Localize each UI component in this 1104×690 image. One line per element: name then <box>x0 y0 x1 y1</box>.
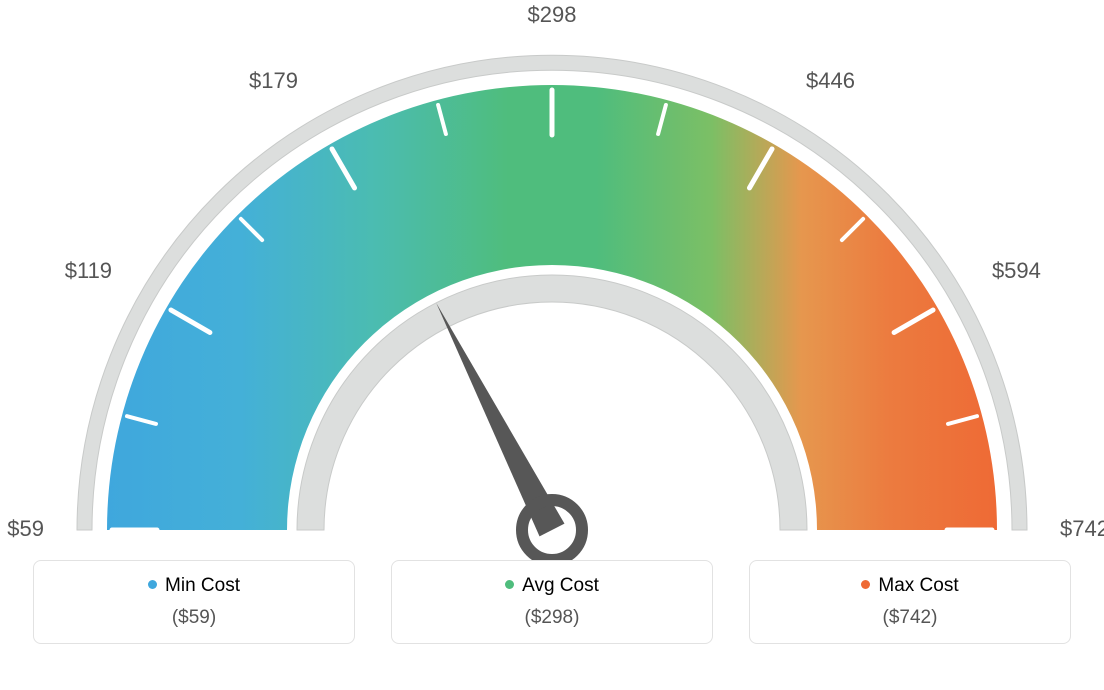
legend-card-max: Max Cost ($742) <box>749 560 1071 644</box>
legend-value-min: ($59) <box>34 607 354 629</box>
legend-label-min: Min Cost <box>165 575 240 596</box>
legend-label-max: Max Cost <box>878 575 958 596</box>
legend-dot-avg <box>505 580 514 589</box>
gauge-tick-label: $179 <box>249 68 298 93</box>
gauge-tick-label: $446 <box>806 68 855 93</box>
legend-title-min: Min Cost <box>34 575 354 597</box>
legend-value-avg: ($298) <box>392 607 712 629</box>
legend-card-avg: Avg Cost ($298) <box>391 560 713 644</box>
legend-dot-min <box>148 580 157 589</box>
legend-card-min: Min Cost ($59) <box>33 560 355 644</box>
gauge-color-arc <box>107 85 997 530</box>
gauge-svg: $59 $119 $179 $298 $446 $594 $742 <box>0 0 1104 560</box>
legend-label-avg: Avg Cost <box>522 575 599 596</box>
legend-title-max: Max Cost <box>750 575 1070 597</box>
gauge-tick-label: $59 <box>7 516 44 541</box>
gauge-tick-label: $119 <box>65 258 112 283</box>
legend-title-avg: Avg Cost <box>392 575 712 597</box>
legend-value-max: ($742) <box>750 607 1070 629</box>
gauge-chart: $59 $119 $179 $298 $446 $594 $742 <box>0 0 1104 560</box>
legend-row: Min Cost ($59) Avg Cost ($298) Max Cost … <box>0 560 1104 644</box>
gauge-tick-label: $298 <box>528 2 577 27</box>
gauge-tick-label: $594 <box>992 258 1041 283</box>
legend-dot-max <box>861 580 870 589</box>
gauge-tick-label: $742 <box>1060 516 1104 541</box>
